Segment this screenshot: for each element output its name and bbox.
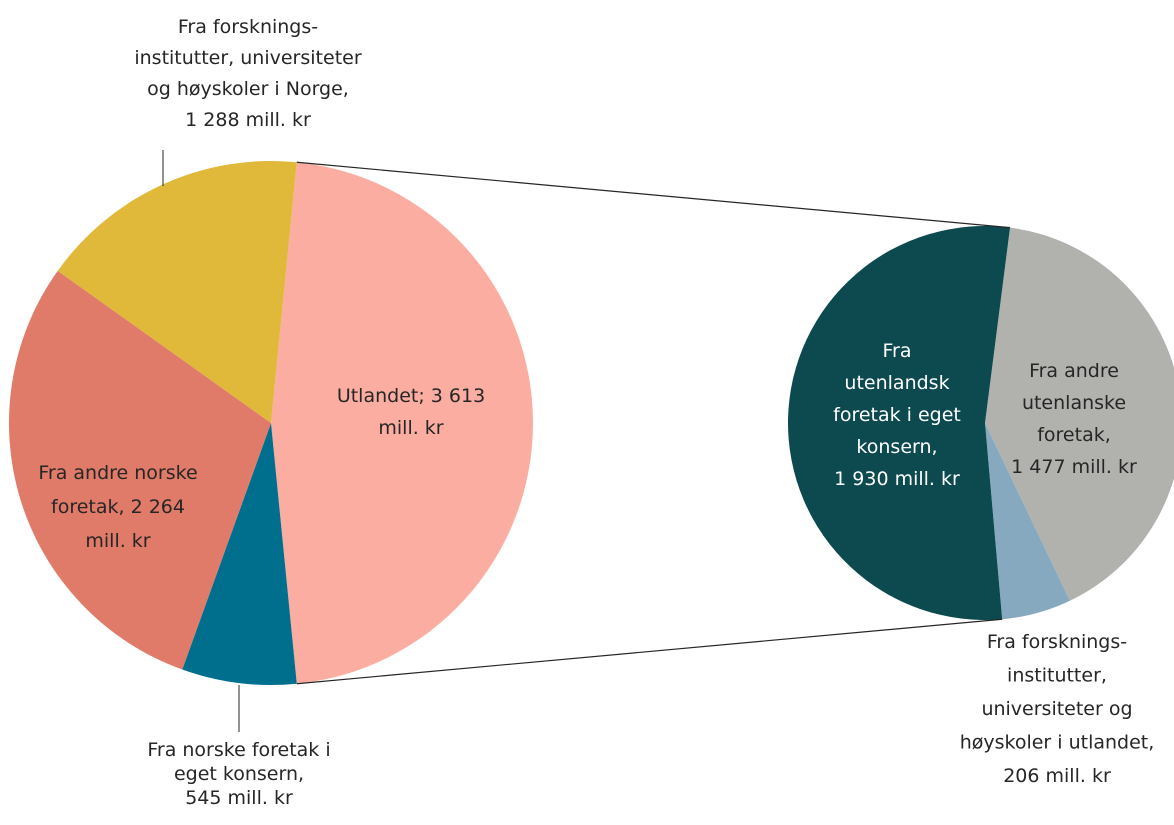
label-line: konsern, [856, 436, 937, 458]
label-line: foretak, 2 264 [51, 496, 185, 518]
pie-slice [182, 423, 297, 685]
label-line: Fra norske foretak i [147, 739, 330, 761]
connector-line [296, 618, 1003, 685]
label-line: 1 930 mill. kr [834, 468, 960, 490]
label-line: universiteter og [981, 698, 1132, 720]
slice-label: Fra andre utenlanske foretak, 1 477 mill. k… [1011, 360, 1137, 478]
pie-slice [985, 227, 1174, 601]
label-line: 1 477 mill. kr [1011, 456, 1137, 478]
label-line: foretak, [1037, 424, 1111, 446]
label-line: 1 288 mill. kr [185, 109, 311, 131]
slice-label: Utlandet; 3 613 mill. kr [337, 385, 485, 439]
label-line: Fra [882, 340, 911, 362]
label-line: institutter, [1007, 664, 1107, 686]
pie-slice [9, 270, 271, 670]
pie-slice [271, 162, 534, 684]
label-line: institutter, universiteter [134, 47, 361, 69]
label-line: Fra andre norske [38, 462, 197, 484]
label-line: foretak i eget [833, 404, 961, 426]
slice-label: Fra andre norske foretak, 2 264 mill. kr [38, 462, 197, 552]
slice-label: Fra norske foretak i eget konsern, 545 mil… [147, 739, 330, 809]
label-line: Fra forsknings- [178, 16, 318, 38]
slice-label: Fra forsknings-institutter, universiteter… [960, 631, 1155, 787]
pie-slice [985, 423, 1070, 620]
label-line: mill. kr [85, 530, 150, 552]
label-line: og høyskoler i Norge, [147, 78, 349, 100]
pie-slice [787, 225, 1011, 620]
label-line: 206 mill. kr [1003, 765, 1111, 787]
label-line: Utlandet; 3 613 [337, 385, 485, 407]
label-line: 545 mill. kr [185, 787, 293, 809]
slice-label: Fra utenlandsk foretak i eget konsern, 1 930… [833, 340, 961, 490]
label-line: høyskoler i utlandet, [960, 731, 1155, 753]
slice-label: Fra forsknings-institutter, universitete… [134, 16, 361, 131]
connector-line [296, 161, 1011, 229]
label-line: Fra forsknings- [987, 631, 1127, 653]
label-line: utenlandsk [844, 372, 949, 394]
label-line: utenlanske [1022, 392, 1126, 414]
label-line: eget konsern, [174, 763, 304, 785]
pie-slice [57, 160, 297, 423]
label-line: Fra andre [1029, 360, 1119, 382]
label-line: mill. kr [378, 417, 443, 439]
